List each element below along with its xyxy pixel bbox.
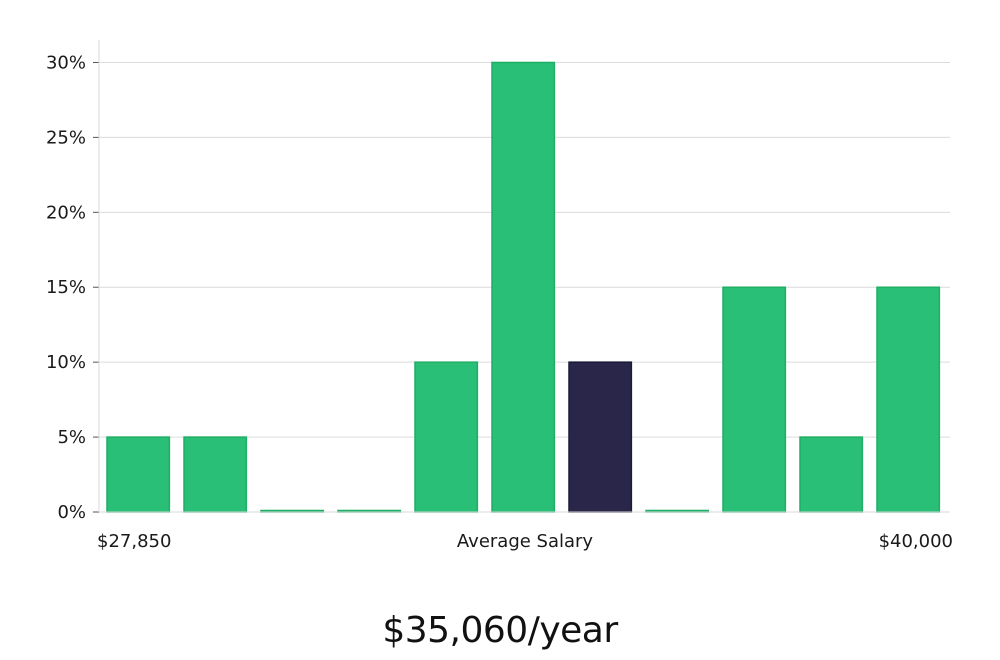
y-tick-label-15: 15% — [46, 277, 86, 298]
average-salary-value: $35,060/year — [382, 610, 618, 651]
y-tick-label-25: 25% — [46, 127, 86, 148]
bar-highlighted-7 — [568, 361, 633, 513]
bar-6 — [491, 61, 556, 513]
x-label-average-salary: Average Salary — [457, 531, 594, 552]
bar-11 — [876, 286, 941, 513]
bars — [106, 61, 941, 513]
bar-5 — [414, 361, 479, 513]
bar-10 — [799, 436, 864, 513]
y-tick-label-20: 20% — [46, 202, 86, 223]
x-label-min: $27,850 — [97, 531, 171, 552]
bar-2 — [183, 436, 248, 513]
bar-1 — [106, 436, 171, 513]
x-label-max: $40,000 — [879, 531, 953, 552]
y-tick-label-30: 30% — [46, 52, 86, 73]
y-tick-label-10: 10% — [46, 352, 86, 373]
salary-histogram: 0% 5% 10% 15% 20% 25% 30% $27,850 Average Sala… — [46, 40, 953, 552]
bar-9 — [722, 286, 787, 513]
y-tick-label-5: 5% — [57, 427, 86, 448]
y-axis-ticks: 0% 5% 10% 15% 20% 25% 30% — [46, 52, 99, 523]
y-tick-label-0: 0% — [57, 502, 86, 523]
